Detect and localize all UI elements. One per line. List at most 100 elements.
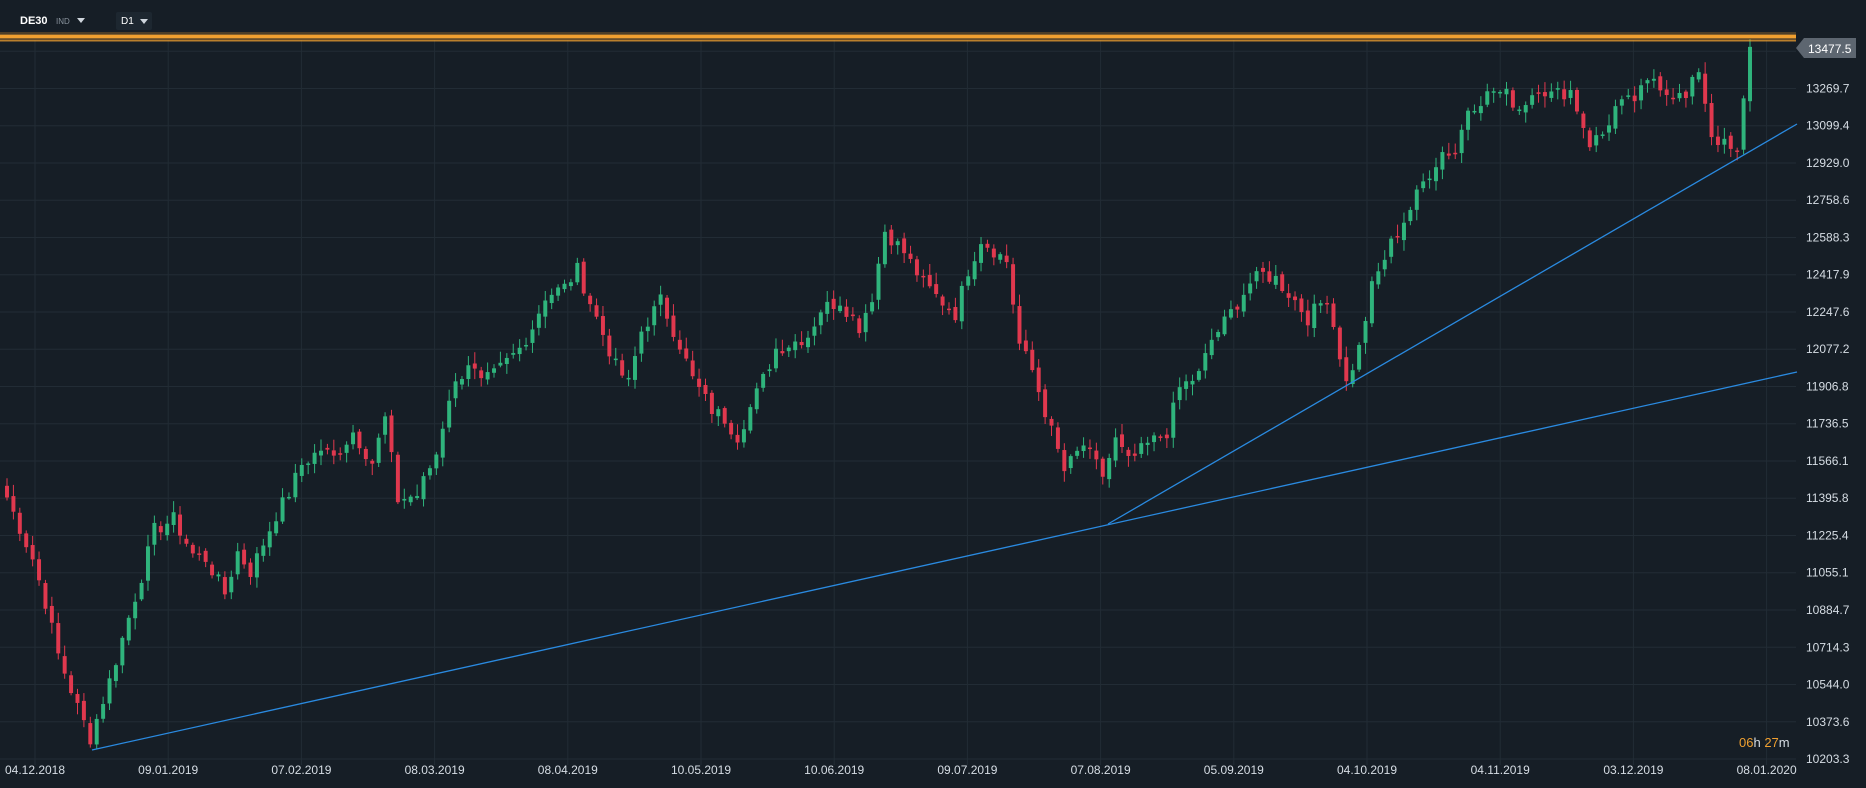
timeframe-chevron-icon[interactable] — [140, 19, 148, 24]
symbol-label[interactable]: DE30 — [20, 15, 48, 27]
candle-body — [254, 553, 259, 578]
candle-body — [1523, 105, 1528, 113]
candle-body — [402, 498, 407, 501]
y-tick-label: 12417.9 — [1806, 268, 1850, 282]
x-tick-label: 03.12.2019 — [1603, 763, 1663, 777]
candle-body — [889, 229, 894, 246]
candle-body — [972, 261, 977, 280]
candle-body — [1120, 434, 1124, 448]
x-tick-label: 09.01.2019 — [138, 763, 198, 777]
candle-body — [357, 431, 362, 449]
candle-body — [562, 283, 567, 290]
candle-body — [235, 551, 240, 575]
candle-body — [1273, 275, 1278, 285]
candle-body — [197, 553, 202, 555]
candle-body — [479, 370, 484, 379]
candle-body — [466, 365, 471, 380]
candle-body — [1568, 90, 1573, 98]
candle-body — [1671, 97, 1676, 100]
candle-body — [1414, 189, 1419, 210]
candle-body — [1639, 85, 1644, 101]
candle-body — [1587, 130, 1592, 148]
price-axis[interactable]: 13440.113269.713099.412929.012758.612588… — [1806, 44, 1850, 766]
candle-body — [62, 656, 67, 674]
candle-body — [351, 432, 356, 445]
candle-body — [492, 368, 497, 373]
candle-body — [927, 274, 932, 287]
candle-body — [395, 454, 400, 503]
resistance-line[interactable] — [0, 32, 1796, 42]
candle-body — [1555, 88, 1560, 90]
candle-body — [165, 523, 170, 536]
candle-body — [459, 379, 464, 385]
candle-body — [389, 415, 394, 453]
candle-body — [1222, 316, 1227, 335]
candle-body — [1357, 344, 1362, 370]
candle-body — [1517, 109, 1522, 112]
x-tick-label: 08.04.2019 — [538, 763, 598, 777]
y-tick-label: 13269.7 — [1806, 81, 1850, 95]
y-tick-label: 12758.6 — [1806, 193, 1850, 207]
candle-body — [24, 533, 29, 548]
candle-body — [312, 452, 317, 464]
long-term-trendline[interactable] — [91, 371, 1798, 751]
candle-body — [1350, 370, 1355, 385]
candle-body — [1280, 274, 1285, 292]
candle-body — [799, 341, 804, 346]
candle-body — [1683, 91, 1688, 98]
candle-body — [1107, 457, 1112, 480]
candle-body — [1536, 92, 1541, 94]
time-axis[interactable]: 04.12.2018 09.01.2019 07.02.2019 08.03.2019… — [5, 763, 1797, 777]
candle-body — [1023, 340, 1028, 352]
candle-body — [863, 312, 868, 333]
candle-body — [69, 675, 74, 694]
candle-body — [536, 313, 541, 328]
candle-body — [677, 339, 682, 350]
candle-body — [11, 496, 16, 512]
candle-body — [178, 514, 183, 536]
candle-body — [613, 358, 618, 361]
symbol-dropdown-chevron-icon[interactable] — [77, 18, 85, 23]
current-price-tag: 13477.5 — [1796, 38, 1856, 58]
candle-body — [434, 454, 439, 469]
chart-toolbar: DE30 IND D1 — [0, 0, 1796, 34]
timeframe-selector[interactable]: D1 — [116, 12, 152, 30]
candle-body — [1305, 310, 1310, 326]
candle-body — [1446, 153, 1451, 156]
candle-body — [934, 284, 939, 295]
candle-body — [722, 408, 727, 424]
candle-body — [242, 549, 247, 565]
candle-body — [1043, 389, 1048, 418]
candle-body — [748, 407, 753, 431]
candle-body — [1152, 435, 1157, 443]
candle-body — [222, 577, 227, 595]
candle-body — [812, 326, 817, 336]
candle-body — [447, 400, 452, 428]
candle-body — [761, 373, 766, 388]
symbol-type-label: IND — [56, 17, 70, 26]
candle-body — [1293, 296, 1298, 301]
candle-body — [1369, 281, 1374, 324]
candle-body — [1363, 320, 1368, 343]
y-tick-label: 12247.6 — [1806, 305, 1850, 319]
candle-body — [1382, 259, 1387, 270]
candle-body — [998, 254, 1003, 260]
candle-body — [49, 605, 54, 623]
candle-body — [1498, 91, 1503, 94]
candle-body — [1337, 327, 1342, 360]
candle-body — [107, 678, 112, 704]
candle-body — [1466, 110, 1471, 130]
x-tick-label: 09.07.2019 — [937, 763, 997, 777]
y-tick-label: 13099.4 — [1806, 119, 1850, 133]
candle-body — [1344, 357, 1349, 382]
timeframe-label: D1 — [121, 16, 134, 27]
candle-body — [139, 582, 144, 600]
candle-body — [1113, 437, 1118, 461]
candle-body — [1427, 178, 1432, 181]
candle-body — [1081, 445, 1086, 452]
short-term-trendline[interactable] — [1107, 123, 1798, 525]
candle-body — [1703, 73, 1708, 104]
candle-body — [1613, 106, 1618, 129]
candle-body — [1542, 92, 1547, 97]
